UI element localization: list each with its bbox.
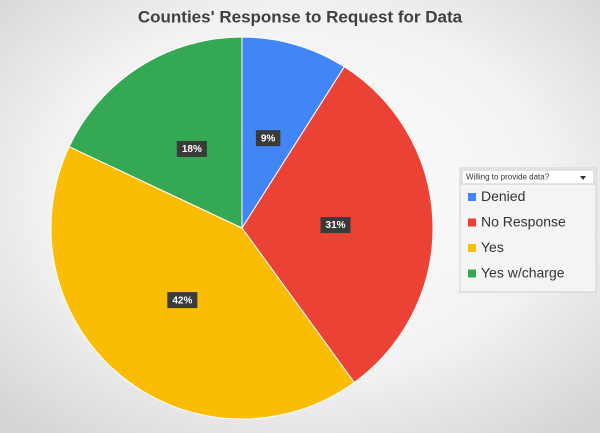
- legend-filter[interactable]: [461, 169, 595, 185]
- legend: Willing to provide data? Denied No Respon…: [459, 167, 597, 293]
- legend-swatch: [468, 193, 476, 201]
- data-label-text: 9%: [261, 133, 276, 144]
- legend-label: Yes: [481, 239, 504, 255]
- legend-swatch: [468, 244, 476, 252]
- pie: 9% 31% 42% 18%: [50, 36, 434, 420]
- pie-slice: [50, 146, 355, 420]
- data-label: 18%: [176, 140, 207, 157]
- legend-label: Denied: [481, 188, 525, 204]
- data-label: 42%: [167, 292, 198, 309]
- legend-label: No Response: [481, 214, 566, 230]
- data-label-box: [176, 140, 207, 157]
- data-label-text: 18%: [182, 144, 202, 155]
- pie-slice: [241, 36, 346, 230]
- pie-slice: [68, 36, 243, 229]
- data-label-box: [167, 292, 198, 309]
- data-label-text: 31%: [326, 220, 346, 231]
- chart-title: Counties' Response to Request for Data: [138, 7, 463, 26]
- legend-swatch: [468, 269, 476, 278]
- data-label-box: [255, 130, 281, 147]
- legend-box: [459, 167, 597, 293]
- data-label-text: 42%: [172, 295, 192, 306]
- legend-label: Yes w/charge: [481, 265, 565, 281]
- data-label: 31%: [320, 217, 351, 234]
- legend-title: Willing to provide data?: [466, 173, 550, 182]
- data-label-box: [320, 217, 351, 234]
- data-label: 9%: [255, 130, 281, 147]
- legend-swatch: [468, 218, 476, 227]
- dropdown-arrow[interactable]: [580, 176, 586, 180]
